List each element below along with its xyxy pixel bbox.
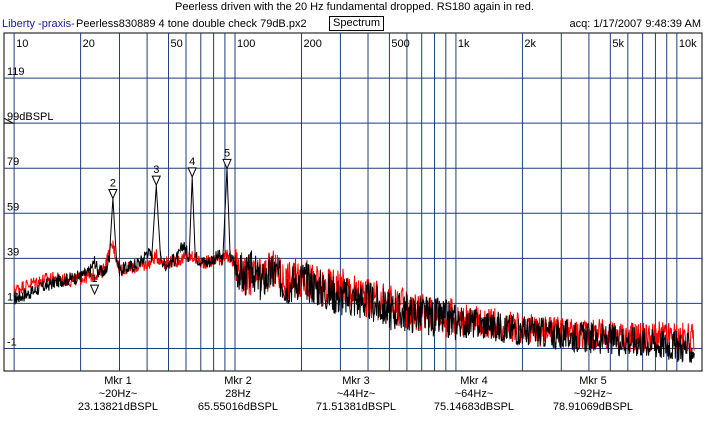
reference-level-marker (3, 117, 15, 124)
marker-title: Mkr 5 (579, 375, 607, 387)
x-tick-label: 50 (171, 38, 183, 50)
plot-frame (3, 32, 703, 372)
marker-readout-2: Mkr 2 28Hz 65.55016dBSPL (178, 375, 298, 414)
chart-title: Peerless driven with the 20 Hz fundament… (175, 1, 534, 13)
marker-freq: ~44Hz~ (336, 388, 376, 400)
marker-freq: ~20Hz~ (98, 388, 138, 400)
marker-value: 65.55016dBSPL (197, 401, 279, 413)
marker-value: 71.51381dBSPL (315, 401, 397, 413)
marker-5-label: 5 (224, 147, 230, 159)
marker-title: Mkr 2 (224, 375, 252, 387)
app-name: Liberty -praxis- (2, 18, 75, 30)
marker-readout-4: Mkr 4 ~64Hz~ 75.14683dBSPL (414, 375, 534, 414)
y-tick-label: 59 (7, 201, 19, 213)
marker-title: Mkr 3 (342, 375, 370, 387)
marker-3-label: 3 (153, 164, 159, 176)
y-tick-label: 39 (7, 246, 19, 258)
x-tick-label: 1k (458, 38, 470, 50)
y-tick-label: 99dBSPL (7, 111, 53, 123)
x-tick-label: 10k (679, 38, 697, 50)
y-tick-label: 79 (7, 156, 19, 168)
marker-value: 75.14683dBSPL (433, 401, 515, 413)
y-tick-label: -1 (7, 336, 17, 348)
marker-2-label: 2 (110, 178, 116, 190)
x-tick-label: 200 (304, 38, 322, 50)
x-tick-label: 500 (391, 38, 409, 50)
acq-timestamp: acq: 1/17/2007 9:48:39 AM (569, 18, 702, 30)
marker-title: Mkr 1 (104, 375, 132, 387)
marker-freq: ~92Hz~ (573, 388, 613, 400)
marker-title: Mkr 4 (460, 375, 488, 387)
mode-button[interactable]: Spectrum (329, 16, 385, 31)
marker-readout-5: Mkr 5 ~92Hz~ 78.91069dBSPL (533, 375, 653, 414)
marker-2-triangle (108, 189, 118, 200)
marker-4-triangle (187, 167, 197, 179)
marker-4-label: 4 (189, 156, 195, 168)
marker-readout-3: Mkr 3 ~44Hz~ 71.51381dBSPL (296, 375, 416, 414)
marker-5-triangle (222, 158, 232, 170)
x-tick-label: 5k (612, 38, 624, 50)
marker-value: 78.91069dBSPL (552, 401, 634, 413)
marker-freq: ~64Hz~ (454, 388, 494, 400)
file-name: Peerless830889 4 tone double check 79dB.… (76, 18, 307, 30)
marker-value: 23.13821dBSPL (77, 401, 159, 413)
series-trace-peerless (13, 168, 695, 363)
marker-1-label: 1 (92, 273, 98, 285)
x-tick-label: 100 (237, 38, 255, 50)
x-tick-label: 20 (83, 38, 95, 50)
marker-1-triangle (89, 284, 100, 296)
marker-readout-1: Mkr 1 ~20Hz~ 23.13821dBSPL (58, 375, 178, 414)
marker-3-triangle (151, 175, 162, 187)
x-tick-label: 2k (524, 38, 536, 50)
marker-freq: 28Hz (225, 388, 251, 400)
y-tick-label: 119 (7, 66, 25, 78)
x-tick-label: 10 (16, 38, 28, 50)
